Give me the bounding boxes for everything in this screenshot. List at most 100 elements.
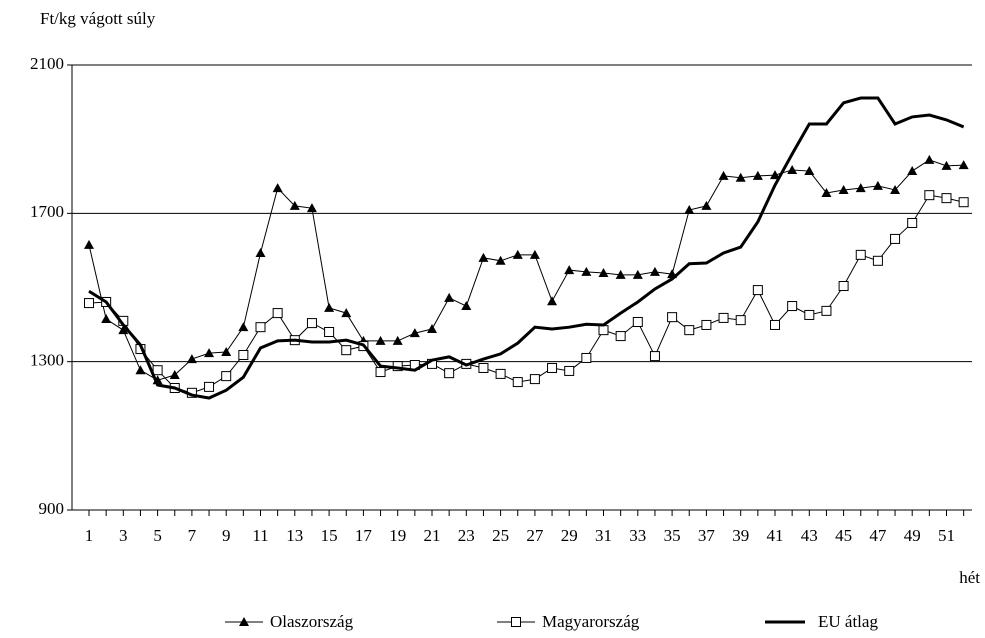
point bbox=[821, 187, 832, 197]
point bbox=[958, 197, 969, 208]
x-tick-label: 47 bbox=[869, 526, 887, 545]
point bbox=[684, 204, 695, 214]
point bbox=[838, 184, 849, 194]
x-tick-label: 51 bbox=[938, 526, 955, 545]
point bbox=[924, 190, 935, 201]
point bbox=[649, 351, 660, 362]
point bbox=[855, 183, 866, 193]
point bbox=[495, 255, 506, 265]
point bbox=[289, 200, 300, 210]
point bbox=[272, 308, 283, 319]
legend-marker bbox=[511, 617, 521, 627]
x-tick-label: 9 bbox=[222, 526, 231, 545]
point bbox=[770, 319, 780, 330]
point bbox=[221, 371, 232, 382]
point bbox=[941, 193, 952, 204]
point bbox=[204, 348, 215, 358]
point bbox=[770, 170, 780, 180]
point bbox=[718, 312, 729, 323]
point bbox=[581, 266, 592, 276]
x-tick-label: 25 bbox=[492, 526, 509, 545]
point bbox=[306, 203, 317, 213]
point bbox=[701, 319, 712, 330]
point bbox=[478, 252, 489, 262]
point bbox=[547, 362, 558, 373]
point bbox=[529, 249, 540, 259]
point bbox=[512, 377, 523, 388]
point bbox=[135, 365, 146, 375]
point bbox=[735, 315, 746, 326]
x-tick-label: 37 bbox=[698, 526, 716, 545]
point bbox=[890, 233, 901, 244]
series-line bbox=[88, 96, 965, 400]
legend-marker bbox=[239, 617, 249, 626]
y-axis-label: Ft/kg vágott súly bbox=[40, 9, 156, 28]
point bbox=[444, 292, 455, 302]
point bbox=[238, 349, 249, 360]
point bbox=[615, 331, 626, 342]
point bbox=[667, 312, 678, 323]
x-tick-label: 33 bbox=[629, 526, 646, 545]
point bbox=[341, 308, 352, 318]
point bbox=[272, 183, 283, 193]
point bbox=[787, 301, 798, 312]
legend-label: Magyarország bbox=[542, 612, 640, 631]
point bbox=[564, 365, 575, 376]
point bbox=[907, 217, 918, 228]
point bbox=[838, 281, 849, 292]
point bbox=[958, 160, 969, 170]
point bbox=[255, 248, 266, 258]
point bbox=[255, 322, 266, 333]
point bbox=[804, 309, 815, 320]
point bbox=[512, 249, 523, 259]
point bbox=[804, 166, 815, 176]
x-tick-label: 35 bbox=[664, 526, 681, 545]
point bbox=[444, 368, 455, 379]
point bbox=[735, 172, 746, 182]
x-tick-label: 17 bbox=[355, 526, 373, 545]
point bbox=[718, 170, 729, 180]
y-tick-label: 1700 bbox=[30, 202, 64, 221]
y-tick-label: 900 bbox=[39, 499, 65, 518]
x-tick-label: 5 bbox=[153, 526, 162, 545]
point bbox=[684, 325, 695, 336]
point bbox=[564, 265, 575, 275]
x-tick-label: 1 bbox=[85, 526, 94, 545]
point bbox=[495, 368, 506, 379]
x-tick-label: 21 bbox=[424, 526, 441, 545]
point bbox=[169, 370, 180, 380]
point bbox=[890, 184, 901, 194]
legend-label: EU átlag bbox=[818, 612, 878, 631]
point bbox=[238, 322, 249, 332]
point bbox=[941, 160, 952, 170]
point bbox=[204, 381, 215, 392]
point bbox=[427, 324, 437, 334]
y-tick-label: 2100 bbox=[30, 54, 64, 73]
point bbox=[324, 327, 335, 337]
point bbox=[632, 269, 643, 279]
point bbox=[701, 200, 712, 210]
x-tick-label: 39 bbox=[732, 526, 749, 545]
point bbox=[872, 255, 883, 266]
x-tick-label: 49 bbox=[904, 526, 921, 545]
point bbox=[118, 325, 129, 335]
point bbox=[924, 154, 935, 164]
point bbox=[375, 335, 386, 345]
point bbox=[649, 266, 660, 276]
point bbox=[375, 367, 386, 378]
point bbox=[409, 328, 420, 338]
point bbox=[101, 314, 112, 324]
point bbox=[529, 374, 540, 385]
x-tick-label: 23 bbox=[458, 526, 475, 545]
point bbox=[855, 249, 866, 260]
point bbox=[821, 305, 832, 316]
x-tick-label: 11 bbox=[252, 526, 268, 545]
x-tick-label: 29 bbox=[561, 526, 578, 545]
point bbox=[787, 164, 798, 174]
x-tick-label: 3 bbox=[119, 526, 128, 545]
point bbox=[186, 354, 197, 364]
x-tick-label: 15 bbox=[321, 526, 338, 545]
point bbox=[84, 298, 94, 309]
